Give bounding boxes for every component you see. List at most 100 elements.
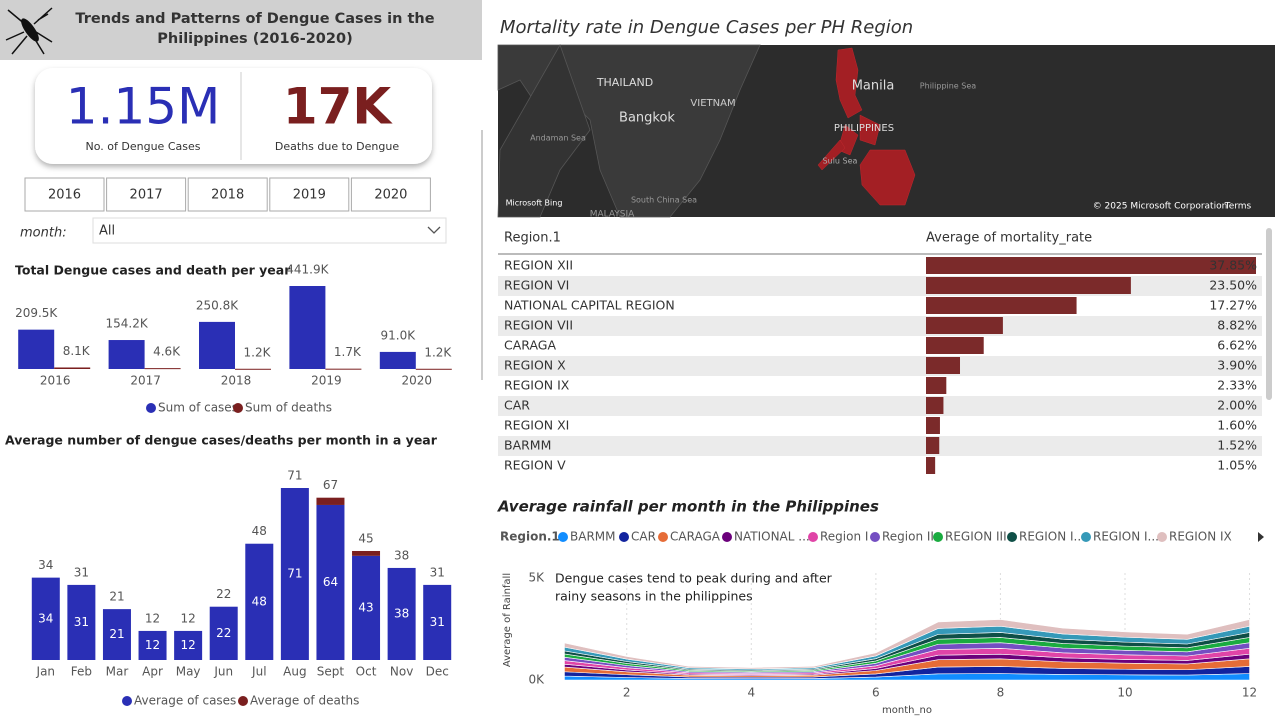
data-bar <box>926 377 947 394</box>
map-label[interactable]: Terms <box>1224 202 1252 212</box>
row-label: BARMM <box>504 438 551 453</box>
header-bg <box>0 0 482 60</box>
data-bar <box>926 437 940 454</box>
bar-value-label: 34 <box>38 611 53 625</box>
legend-swatch <box>808 532 818 542</box>
legend-swatch <box>658 532 668 542</box>
legend-label: BARMM <box>570 530 616 544</box>
bar-value-label: 48 <box>252 594 267 608</box>
row-label: REGION VII <box>504 318 573 333</box>
legend-label: CARAGA <box>670 530 721 544</box>
bar-value-label: 209.5K <box>15 306 58 320</box>
bar <box>379 351 416 369</box>
total-label: 34 <box>38 558 53 572</box>
legend-swatch <box>1007 532 1017 542</box>
row-label: CARAGA <box>504 338 556 353</box>
map-label: Sulu Sea <box>823 157 858 166</box>
total-label: 21 <box>109 590 124 604</box>
dropdown-arrow[interactable] <box>427 226 441 234</box>
kpi-label: No. of Dengue Cases <box>86 140 201 153</box>
bar-value-label: 1.7K <box>334 345 362 359</box>
legend-swatch <box>558 532 568 542</box>
bar-value-label: 21 <box>109 627 124 641</box>
bar <box>144 368 181 370</box>
row-band <box>498 356 1262 376</box>
legend-swatch <box>619 532 629 542</box>
x-tick-label: Aug <box>283 665 306 679</box>
scrollbar <box>1266 228 1272 400</box>
row-band <box>498 396 1262 416</box>
map-label: THAILAND <box>596 76 653 89</box>
row-value: 3.90% <box>1217 358 1257 373</box>
map-label: Philippine Sea <box>920 82 976 91</box>
year-button[interactable] <box>187 177 268 212</box>
legend-label: NATIONAL ... <box>734 530 810 544</box>
bar-value-label: 31 <box>430 615 445 629</box>
x-tick-label: 2019 <box>311 374 342 388</box>
kpi-label: Deaths due to Dengue <box>275 140 399 153</box>
year-button-label[interactable]: 2017 <box>130 188 163 203</box>
row-label: CAR <box>504 398 530 413</box>
bar-value-label: 91.0K <box>381 328 417 342</box>
philippines <box>817 47 916 206</box>
year-button-label[interactable]: 2018 <box>211 188 244 203</box>
legend-swatch <box>1157 532 1167 542</box>
map-label: VIETNAM <box>690 98 735 109</box>
x-tick-label: Sept <box>317 665 345 679</box>
data-bar <box>926 297 1077 314</box>
kpi-value: 17K <box>283 78 394 136</box>
x-tick-label: 2018 <box>221 374 252 388</box>
month-dropdown[interactable] <box>92 217 447 244</box>
data-bar <box>926 457 936 474</box>
bar-value-label: 4.6K <box>153 345 181 359</box>
year-button-label[interactable]: 2019 <box>293 188 326 203</box>
x-tick-label: 12 <box>1242 686 1257 700</box>
x-tick-label: Jan <box>36 665 56 679</box>
year-button[interactable] <box>269 177 350 212</box>
bar-value-label: 250.8K <box>196 298 239 312</box>
bar-value-label: 12 <box>145 638 160 652</box>
header-title: Trends and Patterns of Dengue Cases in t… <box>75 11 434 27</box>
kpi-value: 1.15M <box>66 78 220 136</box>
bar-value-label: 71 <box>287 567 302 581</box>
bar <box>235 368 271 370</box>
legend-title: Region.1 <box>500 530 560 544</box>
x-tick-label: Oct <box>356 665 377 679</box>
map-title: Mortality rate in Dengue Cases per PH Re… <box>500 17 913 38</box>
bar <box>18 329 55 369</box>
total-label: 12 <box>180 611 195 625</box>
year-button[interactable] <box>106 177 187 212</box>
year-button[interactable] <box>350 177 431 212</box>
bar <box>415 368 452 370</box>
annotation: Dengue cases tend to peak during and aft… <box>555 571 833 586</box>
legend-swatch <box>233 403 243 413</box>
legend-swatch <box>1081 532 1091 542</box>
total-label: 22 <box>216 587 231 601</box>
bar <box>280 488 309 660</box>
x-tick-label: 2 <box>623 686 631 700</box>
bar <box>289 286 326 369</box>
x-tick-label: May <box>176 665 201 679</box>
year-button-label[interactable]: 2020 <box>374 188 407 203</box>
row-label: REGION VI <box>504 278 569 293</box>
month-label: month: <box>20 226 67 241</box>
year-button[interactable] <box>24 177 105 212</box>
row-value: 37.85% <box>1209 258 1257 273</box>
total-label: 48 <box>252 524 267 538</box>
chart-title: Total Dengue cases and death per year <box>15 263 291 278</box>
total-label: 67 <box>323 478 338 492</box>
month-value[interactable]: All <box>99 224 115 239</box>
legend-swatch <box>933 532 943 542</box>
header-title: Philippines (2016-2020) <box>157 31 352 47</box>
row-value: 1.60% <box>1217 418 1257 433</box>
mosquito-icon <box>5 7 53 55</box>
chart-title: Average number of dengue cases/deaths pe… <box>5 433 438 448</box>
legend-scroll-arrow[interactable] <box>1258 532 1264 542</box>
map-label: © 2025 Microsoft Corporation <box>1093 202 1228 212</box>
bar <box>31 577 60 660</box>
bar <box>138 630 167 660</box>
legend-label: Region I <box>820 530 868 544</box>
year-button-label[interactable]: 2016 <box>48 188 81 203</box>
bar <box>245 543 274 660</box>
